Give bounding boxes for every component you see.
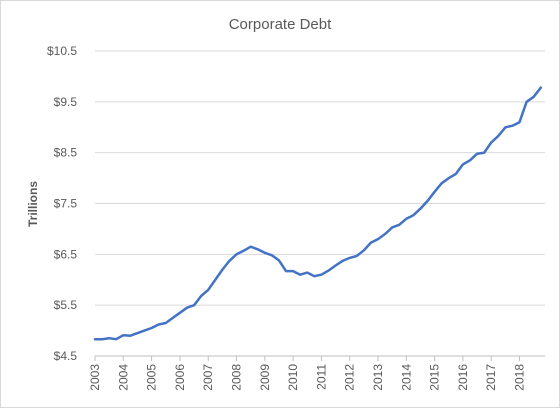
x-tick-label: 2007 — [201, 364, 215, 391]
y-tick-label: $10.5 — [47, 44, 77, 58]
x-tick-label: 2011 — [314, 364, 328, 390]
y-axis-ticks: $4.5 $5.5 $6.5 $7.5 $8.5 $9.5 $10.5 — [47, 44, 77, 363]
x-axis-ticks: 2003 2004 2005 2006 2007 2008 2009 2010 2011 2012… — [88, 356, 527, 391]
y-tick-label: $4.5 — [54, 349, 78, 363]
gridlines — [95, 50, 545, 357]
x-tick-label: 2004 — [116, 364, 130, 391]
x-tick-label: 2003 — [88, 364, 102, 391]
y-tick-label: $9.5 — [54, 95, 78, 109]
x-tick-label: 2005 — [145, 364, 159, 391]
x-tick-label: 2012 — [343, 364, 357, 391]
y-tick-label: $8.5 — [54, 146, 78, 160]
x-tick-label: 2013 — [371, 364, 385, 391]
y-axis-label: Trillions — [26, 181, 40, 227]
chart-title: Corporate Debt — [229, 16, 332, 33]
x-tick-label: 2014 — [399, 364, 413, 391]
x-tick-label: 2008 — [230, 364, 244, 391]
x-tick-label: 2009 — [258, 364, 272, 391]
x-tick-label: 2015 — [428, 364, 442, 391]
series-line — [93, 86, 543, 341]
y-tick-label: $6.5 — [54, 247, 78, 261]
x-tick-label: 2016 — [456, 364, 470, 391]
x-tick-label: 2017 — [484, 364, 498, 391]
x-tick-label: 2018 — [513, 364, 527, 391]
y-tick-label: $5.5 — [54, 298, 78, 312]
series-layer — [93, 86, 543, 341]
y-tick-label: $7.5 — [54, 197, 78, 211]
x-tick-label: 2006 — [173, 364, 187, 391]
x-tick-label: 2010 — [286, 364, 300, 391]
